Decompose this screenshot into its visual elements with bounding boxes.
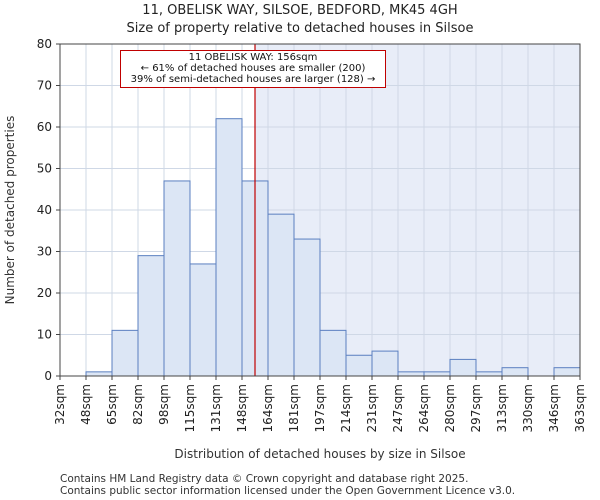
bar-98sqm bbox=[163, 180, 191, 377]
bar-48sqm bbox=[85, 371, 113, 377]
x-axis-label: Distribution of detached houses by size … bbox=[174, 447, 465, 461]
x-tick-label: 297sqm bbox=[469, 384, 483, 432]
x-tick-label: 82sqm bbox=[131, 384, 145, 425]
x-tick-label: 247sqm bbox=[391, 384, 405, 432]
footer-line-1: Contains HM Land Registry data © Crown c… bbox=[60, 473, 469, 485]
bar-65sqm bbox=[111, 329, 139, 377]
x-tick-label: 264sqm bbox=[417, 384, 431, 432]
x-tick-label: 330sqm bbox=[521, 384, 535, 432]
x-tick-label: 65sqm bbox=[105, 384, 119, 425]
x-tick-label: 148sqm bbox=[235, 384, 249, 432]
y-tick-label: 20 bbox=[37, 286, 52, 300]
bar-231sqm bbox=[371, 350, 399, 377]
y-tick-label: 50 bbox=[37, 162, 52, 176]
bar-280sqm bbox=[449, 358, 477, 377]
annotation-box: 11 OBELISK WAY: 156sqm ← 61% of detached… bbox=[120, 50, 386, 88]
y-tick-label: 0 bbox=[44, 369, 52, 383]
x-tick-label: 231sqm bbox=[365, 384, 379, 432]
x-tick-label: 98sqm bbox=[157, 384, 171, 425]
y-tick-label: 80 bbox=[37, 37, 52, 51]
x-tick-label: 197sqm bbox=[313, 384, 327, 432]
y-tick-label: 10 bbox=[37, 328, 52, 342]
y-tick-label: 30 bbox=[37, 245, 52, 259]
annotation-line-3: 39% of semi-detached houses are larger (… bbox=[130, 74, 376, 85]
x-tick-label: 115sqm bbox=[183, 384, 197, 432]
y-tick-label: 40 bbox=[37, 203, 52, 217]
bar-313sqm bbox=[501, 367, 529, 377]
y-tick-label: 70 bbox=[37, 79, 52, 93]
bar-181sqm bbox=[293, 238, 321, 377]
bar-297sqm bbox=[475, 371, 503, 377]
bar-346sqm bbox=[553, 367, 581, 377]
bar-chart: 0 10 20 30 40 50 60 70 80 32sqm 48sqm 65sqm 82sqm 98… bbox=[3, 37, 587, 461]
x-tick-label: 313sqm bbox=[495, 384, 509, 432]
x-tick-label: 131sqm bbox=[209, 384, 223, 432]
x-tick-label: 181sqm bbox=[287, 384, 301, 432]
bar-214sqm bbox=[345, 354, 373, 377]
x-tick-label: 48sqm bbox=[79, 384, 93, 425]
bar-247sqm bbox=[397, 371, 425, 377]
x-tick-label: 214sqm bbox=[339, 384, 353, 432]
chart-title: 11, OBELISK WAY, SILSOE, BEDFORD, MK45 4… bbox=[142, 3, 458, 18]
y-tick-label: 60 bbox=[37, 120, 52, 134]
bar-82sqm bbox=[137, 255, 165, 377]
bar-264sqm bbox=[423, 371, 451, 377]
bar-197sqm bbox=[319, 329, 347, 377]
bar-115sqm bbox=[189, 263, 217, 377]
x-tick-label: 164sqm bbox=[261, 384, 275, 432]
bar-131sqm bbox=[215, 118, 243, 377]
annotation-line-1: 11 OBELISK WAY: 156sqm bbox=[188, 52, 318, 63]
chart-subtitle: Size of property relative to detached ho… bbox=[126, 21, 474, 36]
bar-164sqm bbox=[267, 213, 295, 377]
annotation-line-2: ← 61% of detached houses are smaller (20… bbox=[140, 63, 366, 74]
y-axis-label: Number of detached properties bbox=[3, 116, 17, 305]
x-tick-label: 32sqm bbox=[53, 384, 67, 425]
x-tick-label: 363sqm bbox=[573, 384, 587, 432]
x-tick-label: 280sqm bbox=[443, 384, 457, 432]
footer-line-2: Contains public sector information licen… bbox=[60, 485, 516, 497]
x-tick-label: 346sqm bbox=[547, 384, 561, 432]
